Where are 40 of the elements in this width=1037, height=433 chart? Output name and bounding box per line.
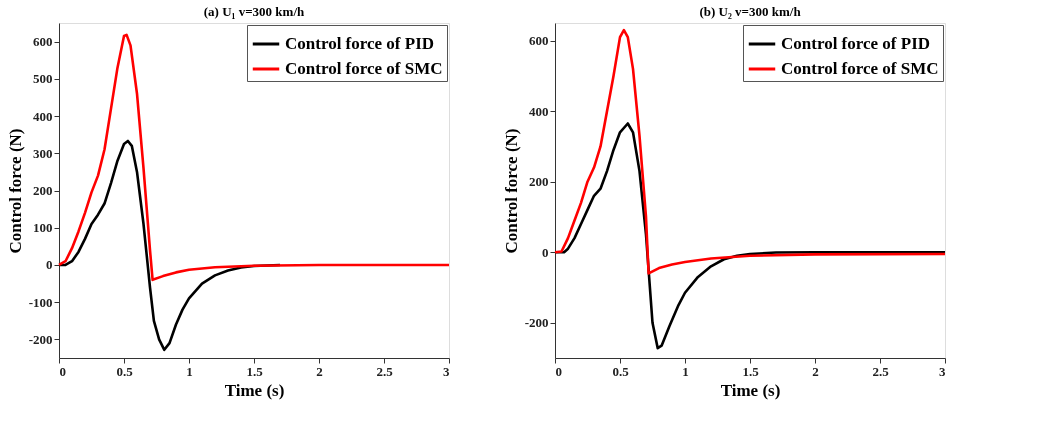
chart-title: (a) U₁ v=300 km/h <box>203 4 306 19</box>
y-tick-label: 300 <box>33 145 53 161</box>
x-tick-label: 0.5 <box>116 363 134 379</box>
y-tick-label: -200 <box>524 315 549 331</box>
y-tick-label: 200 <box>529 174 549 190</box>
x-tick-label: 3 <box>939 363 946 379</box>
y-tick-label: 0 <box>46 257 53 273</box>
y-tick-label: 400 <box>33 108 53 124</box>
y-tick-label: 600 <box>529 33 549 49</box>
x-axis-title: Time (s) <box>224 380 285 400</box>
x-axis-title: Time (s) <box>720 380 781 400</box>
y-axis-title: Control force (N) <box>5 128 25 254</box>
line-series <box>553 28 947 275</box>
y-tick-label: 400 <box>529 103 549 119</box>
y-tick-label: -100 <box>28 294 53 310</box>
y-tick-label: 0 <box>542 244 549 260</box>
x-tick-label: 1 <box>186 363 193 379</box>
y-tick-label: 100 <box>33 220 53 236</box>
x-tick-label: 2 <box>316 363 323 379</box>
x-tick-label: 0 <box>59 363 66 379</box>
legend-label: Control force of SMC <box>285 59 443 78</box>
y-tick-label: 200 <box>33 183 53 198</box>
x-tick-label: 1.5 <box>742 363 760 379</box>
x-tick-label: 2.5 <box>872 363 890 379</box>
x-tick-label: 2 <box>812 363 819 379</box>
line-series <box>57 33 451 282</box>
chart-title: (b) U₂ v=300 km/h <box>699 4 802 19</box>
x-tick-label: 1 <box>682 363 689 379</box>
legend-label: Control force of PID <box>285 34 435 53</box>
x-tick-label: 2.5 <box>376 363 394 379</box>
legend-label: Control force of PID <box>781 34 931 53</box>
y-tick-label: 600 <box>33 34 53 50</box>
x-tick-label: 3 <box>443 363 450 379</box>
y-axis-title: Control force (N) <box>501 128 521 254</box>
x-tick-label: 1.5 <box>246 363 264 379</box>
y-tick-label: 500 <box>33 71 53 87</box>
x-tick-label: 0.5 <box>612 363 630 379</box>
legend-label: Control force of SMC <box>781 59 939 78</box>
y-tick-label: -200 <box>28 331 53 347</box>
x-tick-label: 0 <box>555 363 562 379</box>
